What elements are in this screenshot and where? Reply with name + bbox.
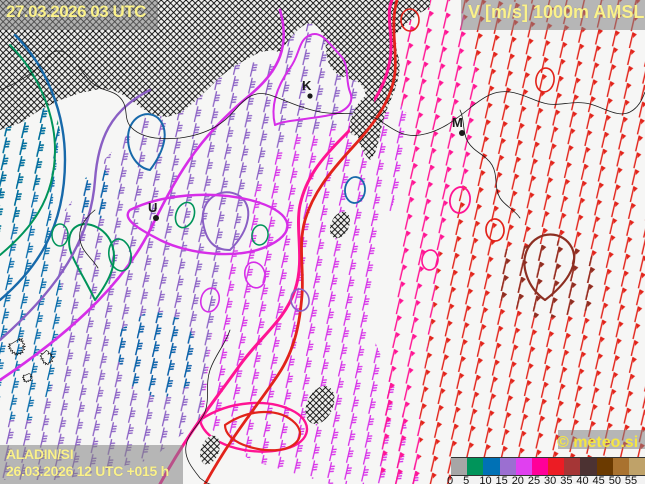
svg-text:K: K xyxy=(302,78,312,93)
svg-text:U: U xyxy=(148,200,157,215)
svg-text:M: M xyxy=(452,115,463,130)
